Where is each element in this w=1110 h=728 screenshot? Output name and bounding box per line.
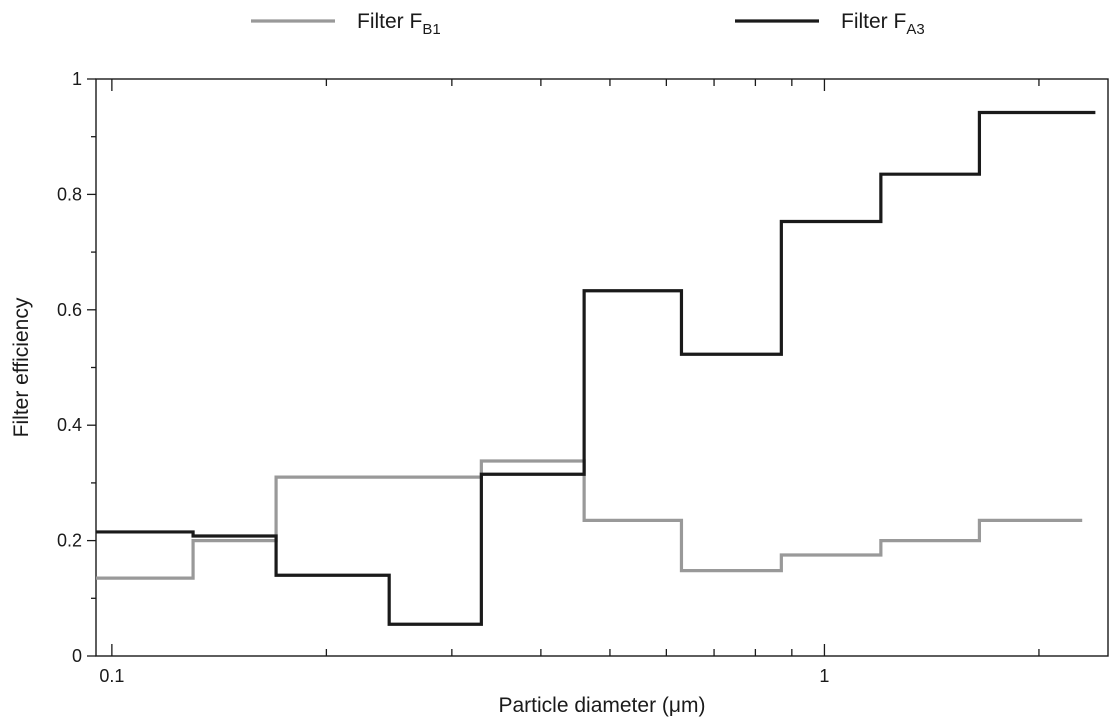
legend-label-main: Filter F bbox=[357, 10, 422, 33]
legend-label-subscript: B1 bbox=[422, 21, 440, 38]
y-tick-label: 0.8 bbox=[57, 184, 82, 204]
series-line-a3 bbox=[96, 110, 1096, 626]
legend-entry-a3: Filter FA3 bbox=[735, 10, 925, 38]
series-layer bbox=[96, 110, 1096, 626]
legend-label: Filter FB1 bbox=[357, 10, 441, 38]
plot-frame bbox=[95, 78, 1109, 657]
x-tick-label: 1 bbox=[819, 666, 829, 686]
series-line-b1 bbox=[96, 459, 1083, 580]
legend: Filter FB1 Filter FA3 bbox=[251, 10, 925, 38]
axis-ticks bbox=[87, 78, 1040, 657]
y-tick-label: 0.6 bbox=[57, 300, 82, 320]
y-tick-label: 0.2 bbox=[57, 531, 82, 551]
y-tick-label: 0 bbox=[72, 646, 82, 666]
x-axis-label: Particle diameter (μm) bbox=[499, 694, 706, 717]
legend-label: Filter FA3 bbox=[841, 10, 925, 38]
tick-labels: 0.1 1 0 0.2 0.4 0.6 0.8 1 bbox=[57, 69, 829, 686]
legend-label-subscript: A3 bbox=[906, 21, 924, 38]
legend-entry-b1: Filter FB1 bbox=[251, 10, 441, 38]
y-axis-label: Filter efficiency bbox=[10, 297, 33, 437]
y-tick-label: 1 bbox=[72, 69, 82, 89]
y-tick-label: 0.4 bbox=[57, 415, 82, 435]
x-tick-label: 0.1 bbox=[99, 666, 124, 686]
legend-label-main: Filter F bbox=[841, 10, 906, 33]
